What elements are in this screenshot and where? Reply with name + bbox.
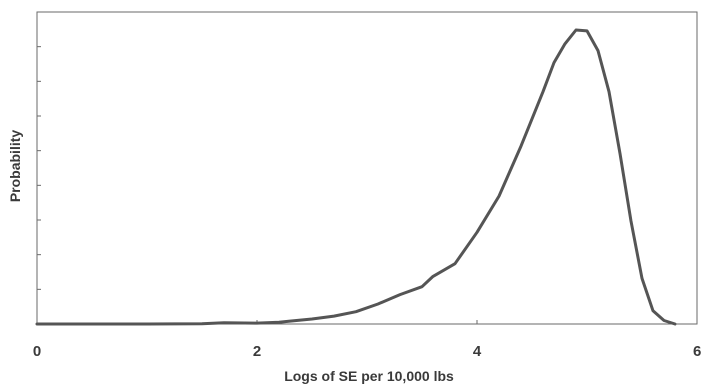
axis-ticks bbox=[36, 11, 698, 324]
tick-labels: 0 2 4 6 bbox=[33, 343, 701, 360]
x-tick-label: 0 bbox=[33, 343, 41, 360]
plot-border bbox=[36, 11, 698, 325]
x-tick-label: 2 bbox=[253, 343, 261, 360]
plot-frame bbox=[36, 11, 698, 325]
series-layer bbox=[35, 28, 677, 326]
series-line bbox=[35, 28, 677, 326]
x-axis-title: Logs of SE per 10,000 lbs bbox=[284, 368, 454, 384]
x-tick-label: 4 bbox=[473, 343, 482, 360]
y-axis-title: Probability bbox=[7, 130, 23, 203]
x-tick-label: 6 bbox=[693, 343, 701, 360]
